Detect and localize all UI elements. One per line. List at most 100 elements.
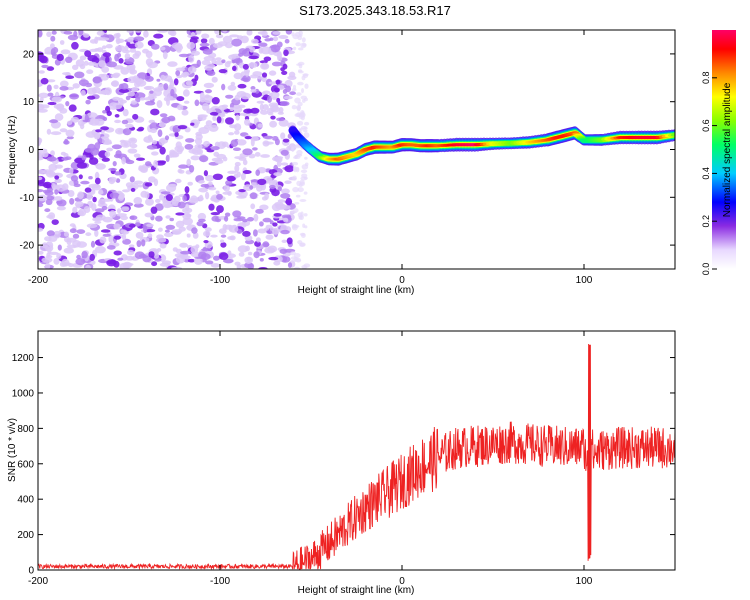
noise-speckle: [263, 141, 274, 145]
noise-speckle: [197, 212, 207, 221]
noise-speckle: [151, 43, 160, 50]
noise-speckle: [250, 136, 259, 142]
noise-speckle: [113, 223, 121, 230]
noise-speckle: [226, 175, 236, 182]
noise-speckle: [205, 191, 210, 200]
noise-speckle: [53, 84, 59, 90]
noise-speckle: [46, 230, 55, 237]
noise-speckle: [283, 217, 289, 223]
noise-speckle: [138, 184, 144, 188]
noise-speckle: [84, 187, 92, 193]
noise-speckle: [300, 42, 307, 48]
noise-speckle: [261, 30, 268, 37]
noise-speckle: [279, 205, 291, 210]
noise-speckle: [204, 94, 210, 99]
noise-speckle: [209, 111, 219, 116]
noise-speckle: [114, 119, 122, 124]
noise-speckle: [292, 208, 299, 213]
noise-speckle: [83, 60, 89, 66]
noise-speckle: [281, 188, 290, 194]
noise-speckle: [208, 181, 213, 186]
noise-speckle: [101, 198, 113, 202]
noise-speckle: [88, 157, 99, 165]
noise-speckle: [74, 71, 85, 79]
noise-speckle: [220, 239, 225, 243]
noise-speckle: [301, 173, 308, 178]
noise-speckle: [269, 120, 277, 128]
colorbar-tick-label: 0.6: [701, 119, 711, 132]
noise-speckle: [164, 203, 173, 208]
noise-speckle: [247, 262, 255, 269]
noise-speckle: [87, 95, 96, 100]
noise-speckle: [38, 227, 44, 232]
snr-xtick-label: -100: [210, 576, 230, 587]
noise-speckle: [81, 154, 87, 161]
noise-speckle: [199, 155, 209, 163]
noise-speckle: [270, 104, 279, 112]
noise-speckle: [106, 259, 117, 267]
noise-speckle: [238, 52, 244, 57]
noise-speckle: [180, 250, 191, 255]
snr-ytick-label: 800: [17, 424, 34, 435]
noise-speckle: [63, 247, 74, 254]
noise-speckle: [213, 255, 220, 261]
noise-speckle: [231, 106, 243, 114]
noise-speckle: [153, 160, 159, 168]
noise-speckle: [64, 138, 69, 145]
noise-speckle: [221, 83, 226, 91]
noise-speckle: [295, 167, 300, 173]
noise-speckle: [260, 154, 270, 158]
noise-speckle: [244, 256, 253, 264]
noise-speckle: [116, 208, 122, 214]
noise-speckle: [48, 163, 58, 171]
noise-speckle: [90, 240, 96, 248]
spectrogram-xtick-label: 100: [576, 275, 593, 286]
noise-speckle: [119, 139, 126, 143]
noise-speckle: [87, 61, 98, 66]
noise-speckle: [65, 56, 73, 63]
noise-speckle: [94, 220, 102, 224]
noise-speckle: [49, 119, 59, 124]
noise-speckle: [177, 125, 188, 130]
noise-speckle: [133, 180, 144, 185]
noise-speckle: [122, 189, 130, 193]
noise-speckle: [185, 80, 193, 86]
noise-speckle: [186, 41, 196, 50]
noise-speckle: [133, 153, 141, 158]
noise-speckle: [257, 123, 263, 128]
noise-speckle: [280, 162, 289, 166]
noise-speckle: [88, 183, 100, 189]
noise-speckle: [146, 223, 154, 227]
noise-speckle: [271, 136, 279, 141]
noise-speckle: [225, 117, 234, 125]
noise-speckle: [100, 89, 110, 95]
noise-speckle: [132, 113, 139, 120]
noise-speckle: [162, 51, 168, 60]
noise-speckle: [270, 115, 276, 120]
noise-speckle: [280, 149, 289, 156]
noise-speckle: [136, 240, 142, 248]
noise-speckle: [44, 190, 54, 197]
noise-speckle: [115, 150, 122, 158]
noise-speckle: [83, 33, 90, 38]
noise-speckle: [69, 198, 75, 205]
noise-speckle: [138, 166, 149, 172]
noise-speckle: [72, 206, 78, 214]
noise-speckle: [251, 38, 259, 44]
noise-speckle: [228, 54, 237, 60]
spectrogram-ytick-label: -20: [20, 241, 35, 252]
noise-speckle: [299, 181, 305, 187]
noise-speckle: [234, 94, 240, 101]
noise-speckle: [201, 59, 211, 66]
noise-speckle: [190, 30, 196, 33]
noise-speckle: [296, 180, 302, 186]
noise-speckle: [175, 141, 182, 149]
noise-speckle: [291, 105, 297, 110]
noise-speckle: [268, 256, 279, 261]
noise-speckle: [59, 86, 69, 91]
noise-speckle: [133, 36, 145, 42]
noise-speckle: [98, 60, 106, 68]
noise-speckle: [77, 210, 84, 216]
noise-speckle: [167, 30, 175, 36]
